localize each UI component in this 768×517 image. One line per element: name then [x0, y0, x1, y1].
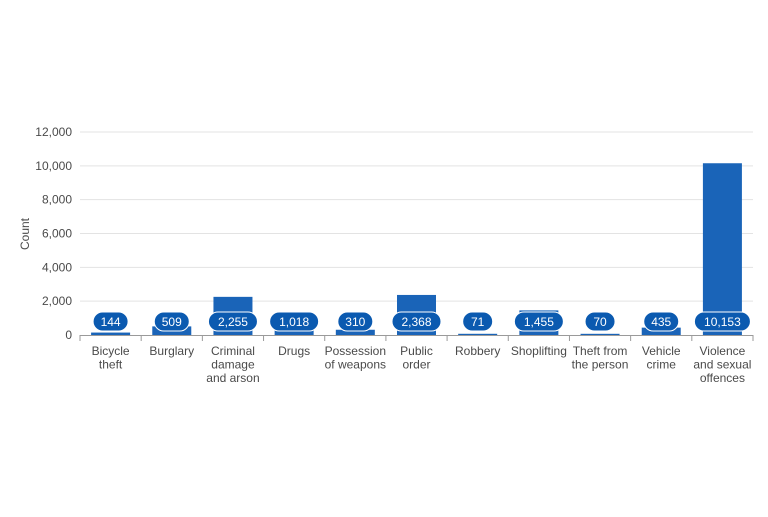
x-category-label: and arson: [206, 371, 259, 385]
data-labels: 144 509 2,255 1,018 310 2,368 71 1,455 70 435 10,1…: [92, 311, 751, 332]
x-category-label: Theft from: [573, 344, 628, 358]
data-label: 1,018: [279, 315, 309, 329]
x-category-label: Shoplifting: [511, 344, 567, 358]
data-label: 2,368: [401, 315, 431, 329]
bars: [91, 163, 742, 335]
x-category-label: of weapons: [325, 358, 386, 372]
y-tick-label: 0: [65, 328, 72, 342]
y-tick-label: 6,000: [42, 227, 72, 241]
x-category-label: crime: [647, 358, 677, 372]
x-category-label: Burglary: [149, 344, 194, 358]
data-label-bg: [337, 311, 374, 332]
data-label-bg: [643, 311, 680, 332]
data-label: 1,455: [524, 315, 554, 329]
bar: [702, 163, 742, 335]
data-label-bg: [269, 311, 320, 332]
x-category-label: offences: [700, 371, 745, 385]
x-category-label: Robbery: [455, 344, 500, 358]
x-category-label: Possession: [325, 344, 386, 358]
x-category-label: Bicycle: [92, 344, 130, 358]
x-category-label: theft: [99, 358, 123, 372]
y-axis-ticks: 0 2,000 4,000 6,000 8,000 10,000 12,000: [35, 125, 72, 342]
bar: [458, 333, 498, 335]
y-tick-label: 12,000: [35, 125, 72, 139]
data-label: 70: [593, 315, 607, 329]
bar: [580, 333, 620, 335]
x-category-label: order: [402, 358, 430, 372]
y-axis-title: Count: [18, 217, 32, 250]
data-label: 71: [471, 315, 485, 329]
data-label: 310: [345, 315, 365, 329]
data-label: 435: [651, 315, 671, 329]
gridlines: [80, 131, 753, 302]
data-label-bg: [462, 311, 494, 332]
y-tick-label: 2,000: [42, 294, 72, 308]
data-label: 10,153: [704, 315, 741, 329]
data-label-bg: [92, 311, 129, 332]
data-label-bg: [513, 311, 564, 332]
x-category-label: the person: [572, 358, 629, 372]
data-label-bg: [584, 311, 616, 332]
data-label-bg: [207, 311, 258, 332]
x-category-label: Drugs: [278, 344, 310, 358]
x-category-label: damage: [211, 358, 255, 372]
x-category-label: Criminal: [211, 344, 255, 358]
x-category-label: Public: [400, 344, 433, 358]
data-label: 2,255: [218, 315, 248, 329]
y-tick-label: 8,000: [42, 193, 72, 207]
data-label-bg: [153, 311, 190, 332]
y-tick-label: 4,000: [42, 260, 72, 274]
x-category-label: Vehicle: [642, 344, 681, 358]
y-tick-label: 10,000: [35, 159, 72, 173]
bar: [91, 332, 131, 335]
data-label: 509: [162, 315, 182, 329]
x-category-label: and sexual: [693, 358, 751, 372]
bar: [335, 329, 375, 335]
data-label: 144: [101, 315, 121, 329]
x-category-label: Violence: [699, 344, 745, 358]
data-label-bg: [693, 311, 751, 332]
data-label-bg: [391, 311, 442, 332]
x-axis: [79, 335, 754, 341]
